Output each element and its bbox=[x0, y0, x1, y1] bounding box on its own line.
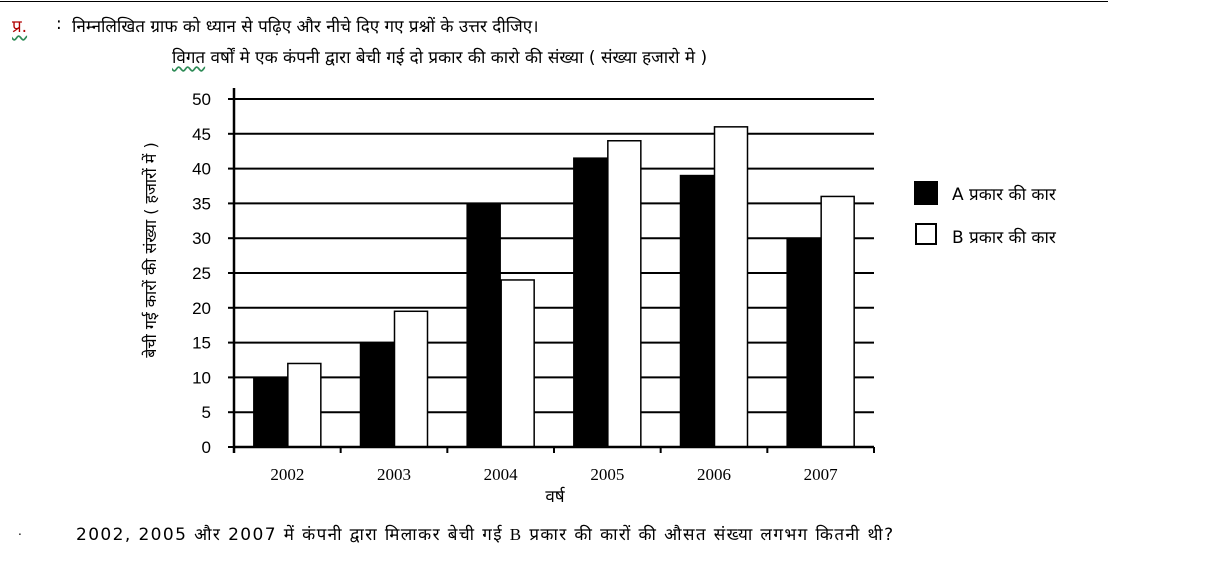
chart-title: विगत वर्षों मे एक कंपनी द्वारा बेची गई द… bbox=[172, 45, 707, 68]
x-tick-label-2006: 2006 bbox=[697, 465, 731, 484]
bar-b-2007 bbox=[820, 195, 855, 448]
question-text-before: 2002, 2005 और 2007 में कंपनी द्वारा मिला… bbox=[76, 525, 510, 545]
gridlines bbox=[228, 98, 874, 448]
bar-b-2006 bbox=[713, 126, 749, 448]
x-tick-label-2004: 2004 bbox=[484, 465, 519, 484]
question-colon: : bbox=[56, 14, 62, 34]
y-tick-label: 35 bbox=[192, 194, 211, 213]
question-bullet: . bbox=[18, 524, 22, 538]
x-axis-label: वर्ष bbox=[545, 486, 565, 507]
bar-b-2005 bbox=[607, 140, 642, 448]
bar-a-2002 bbox=[253, 376, 288, 448]
legend-label-b: B प्रकार की कार bbox=[952, 227, 1057, 248]
y-tick-label: 20 bbox=[192, 299, 211, 318]
top-rule bbox=[0, 1, 1108, 2]
bar-b-2002 bbox=[287, 362, 322, 448]
y-tick-label: 40 bbox=[192, 160, 211, 179]
legend: A प्रकार की कार B प्रकार की कार bbox=[914, 181, 1057, 248]
question-marker: प्र. bbox=[12, 17, 28, 37]
axes bbox=[232, 88, 875, 453]
y-tick-label: 5 bbox=[202, 403, 211, 422]
question-text-after: प्रकार की कारों की औसत संख्या लगभग कितनी… bbox=[522, 525, 895, 545]
y-tick-label: 0 bbox=[202, 438, 211, 457]
question-series-letter: B bbox=[509, 525, 523, 544]
y-tick-label: 15 bbox=[192, 334, 211, 353]
y-tick-label: 50 bbox=[192, 90, 211, 109]
x-tick-label-2007: 2007 bbox=[804, 465, 839, 484]
x-tick-label-2003: 2003 bbox=[377, 465, 411, 484]
y-tick-label: 10 bbox=[192, 368, 211, 387]
legend-swatch-a bbox=[914, 181, 938, 205]
bar-a-2006 bbox=[679, 174, 715, 448]
legend-label-a: A प्रकार की कार bbox=[952, 184, 1057, 205]
instruction-text: निम्नलिखित ग्राफ को ध्यान से पढ़िए और नी… bbox=[72, 17, 539, 37]
chart-title-first-word: विगत bbox=[172, 48, 206, 68]
y-tick-label: 25 bbox=[192, 264, 211, 283]
chart-title-rest: वर्षों मे एक कंपनी द्वारा बेची गई दो प्र… bbox=[205, 48, 708, 68]
x-tick-label-2002: 2002 bbox=[270, 465, 304, 484]
bars bbox=[253, 126, 855, 448]
x-tick-labels: 2002 2003 2004 2005 2006 2007 bbox=[270, 465, 838, 484]
question-text: 2002, 2005 और 2007 में कंपनी द्वारा मिला… bbox=[76, 520, 1106, 550]
x-tick-label-2005: 2005 bbox=[590, 465, 624, 484]
legend-swatch-b bbox=[915, 223, 937, 245]
bar-a-2005 bbox=[573, 157, 608, 448]
y-tick-label: 30 bbox=[192, 229, 211, 248]
bar-a-2004 bbox=[466, 202, 501, 448]
bar-a-2007 bbox=[786, 237, 821, 448]
bar-b-2003 bbox=[393, 310, 429, 448]
y-tick-labels: 0 5 10 15 20 25 30 35 40 45 50 bbox=[192, 90, 211, 457]
y-axis-label: बेची गई कारों की संख्या ( हजारों में ) bbox=[141, 142, 160, 357]
bar-a-2003 bbox=[359, 341, 395, 448]
bar-b-2004 bbox=[500, 279, 535, 448]
y-tick-label: 45 bbox=[192, 125, 211, 144]
